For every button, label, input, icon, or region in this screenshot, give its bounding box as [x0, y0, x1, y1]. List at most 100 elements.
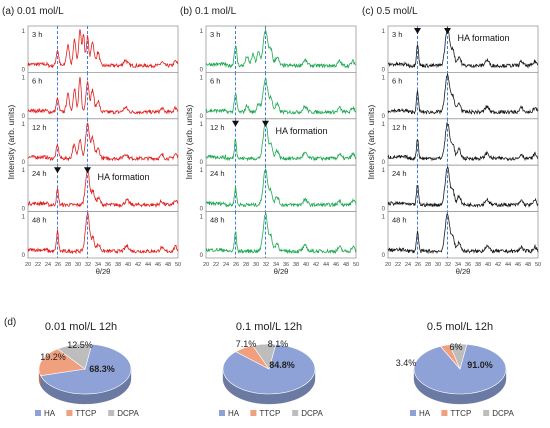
x-tick-label: 22	[213, 262, 219, 268]
legend-swatch	[483, 410, 490, 416]
y-tick-label: 0	[382, 207, 386, 213]
x-tick-label: 44	[323, 262, 329, 268]
x-tick-label: 24	[223, 262, 229, 268]
legend-label: DCPA	[492, 409, 514, 418]
x-tick-label: 46	[515, 262, 521, 268]
xrd-panel-2: (b) 0.1 mol/L Intensity (arb. units) 1 0 3 h…	[180, 6, 359, 276]
x-tick-label: 40	[303, 262, 309, 268]
peak-marker	[414, 28, 421, 34]
y-tick-label: 1	[22, 75, 26, 81]
y-tick-label: 0	[382, 160, 386, 166]
legend-label: TTCP	[75, 409, 96, 418]
legend-label: HA	[44, 409, 56, 418]
peak-marker	[54, 167, 61, 174]
xrd-trace	[205, 78, 357, 115]
y-tick-label: 0	[22, 67, 26, 73]
x-tick-label: 40	[125, 262, 131, 268]
xrd-trace	[205, 122, 357, 162]
time-label: 3 h	[32, 30, 42, 39]
x-tick-label: 24	[405, 262, 411, 268]
pie-chart-2: 0.1 mol/L 12h 84.8% 7.1% 8.1% HA TTCP DCPA	[219, 321, 323, 418]
x-tick-label: 44	[505, 262, 511, 268]
y-tick-label: 1	[382, 168, 386, 174]
time-label: 6 h	[392, 76, 402, 85]
time-label: 12 h	[32, 123, 47, 132]
x-tick-label: 20	[25, 262, 31, 268]
y-axis-label: Intensity (arb. units)	[366, 105, 376, 180]
legend-swatch	[108, 410, 115, 416]
x-tick-label: 42	[135, 262, 141, 268]
xrd-trace	[387, 27, 538, 69]
xrd-trace	[205, 168, 357, 208]
pie-chart-3: 0.5 mol/L 12h 91.0% 3.4% 6% HA TTCP DCPA	[396, 321, 515, 418]
y-tick-label: 1	[22, 122, 26, 128]
y-tick-label: 0	[200, 207, 204, 213]
pie-slice-dcpa	[252, 343, 277, 370]
x-tick-label: 34	[455, 262, 461, 268]
x-tick-label: 28	[425, 262, 431, 268]
x-tick-label: 32	[445, 262, 451, 268]
pie-slice-dcpa	[449, 343, 468, 370]
xrd-trace	[387, 213, 539, 255]
x-tick-label: 34	[95, 262, 101, 268]
x-tick-label: 46	[155, 262, 161, 268]
x-tick-label: 38	[475, 262, 481, 268]
time-label: 3 h	[392, 30, 402, 39]
x-tick-label: 50	[535, 262, 541, 268]
panel-label: (d)	[4, 317, 16, 328]
pie-data-label: 19.2%	[40, 352, 66, 362]
y-tick-label: 1	[22, 29, 26, 35]
y-tick-label: 0	[382, 114, 386, 120]
x-tick-label: 26	[233, 262, 239, 268]
x-tick-label: 32	[85, 262, 91, 268]
x-tick-label: 34	[273, 262, 279, 268]
time-label: 6 h	[210, 76, 220, 85]
x-tick-label: 50	[353, 262, 359, 268]
x-tick-label: 50	[175, 262, 181, 268]
xrd-panel-1: (a) 0.01 mol/L Intensity (arb. units) 1 0 3 …	[2, 6, 181, 276]
x-tick-label: 26	[415, 262, 421, 268]
time-label: 24 h	[392, 169, 407, 178]
x-tick-label: 48	[165, 262, 171, 268]
time-label: 6 h	[32, 76, 42, 85]
y-tick-label: 0	[200, 253, 204, 259]
peak-marker	[84, 167, 91, 174]
y-axis-label: Intensity (arb. units)	[6, 105, 16, 180]
x-tick-label: 26	[55, 262, 61, 268]
pie-slice-dcpa	[57, 343, 93, 370]
legend-swatch	[441, 410, 448, 416]
y-tick-label: 1	[200, 29, 204, 35]
pie-data-label: 3.4%	[396, 358, 417, 368]
pie-title: 0.1 mol/L 12h	[236, 321, 302, 333]
x-axis-label: θ/2θ	[274, 267, 289, 276]
xrd-trace	[205, 213, 357, 255]
x-tick-label: 30	[253, 262, 259, 268]
legend-swatch	[35, 410, 41, 416]
y-tick-label: 0	[382, 253, 386, 259]
pie-data-label: 8.1%	[268, 339, 289, 349]
x-tick-label: 48	[525, 262, 531, 268]
x-tick-label: 24	[45, 262, 51, 268]
y-tick-label: 0	[22, 114, 26, 120]
x-tick-label: 36	[105, 262, 111, 268]
xrd-trace	[27, 29, 179, 69]
legend-label: TTCP	[259, 409, 280, 418]
legend-label: DCPA	[301, 409, 323, 418]
xrd-trace	[27, 122, 179, 162]
y-tick-label: 0	[382, 67, 386, 73]
x-axis-label: θ/2θ	[456, 267, 471, 276]
x-tick-label: 44	[145, 262, 151, 268]
pie-data-label: 6%	[449, 342, 462, 352]
x-tick-label: 42	[495, 262, 501, 268]
peak-marker	[444, 28, 451, 34]
x-tick-label: 30	[435, 262, 441, 268]
y-tick-label: 1	[200, 215, 204, 221]
x-tick-label: 28	[65, 262, 71, 268]
peak-marker	[262, 120, 269, 127]
panel-label: (b) 0.1 mol/L	[180, 6, 237, 17]
x-tick-label: 30	[75, 262, 81, 268]
y-tick-label: 1	[22, 168, 26, 174]
legend-swatch	[292, 410, 299, 416]
time-label: 12 h	[210, 123, 225, 132]
legend-swatch	[250, 410, 257, 416]
